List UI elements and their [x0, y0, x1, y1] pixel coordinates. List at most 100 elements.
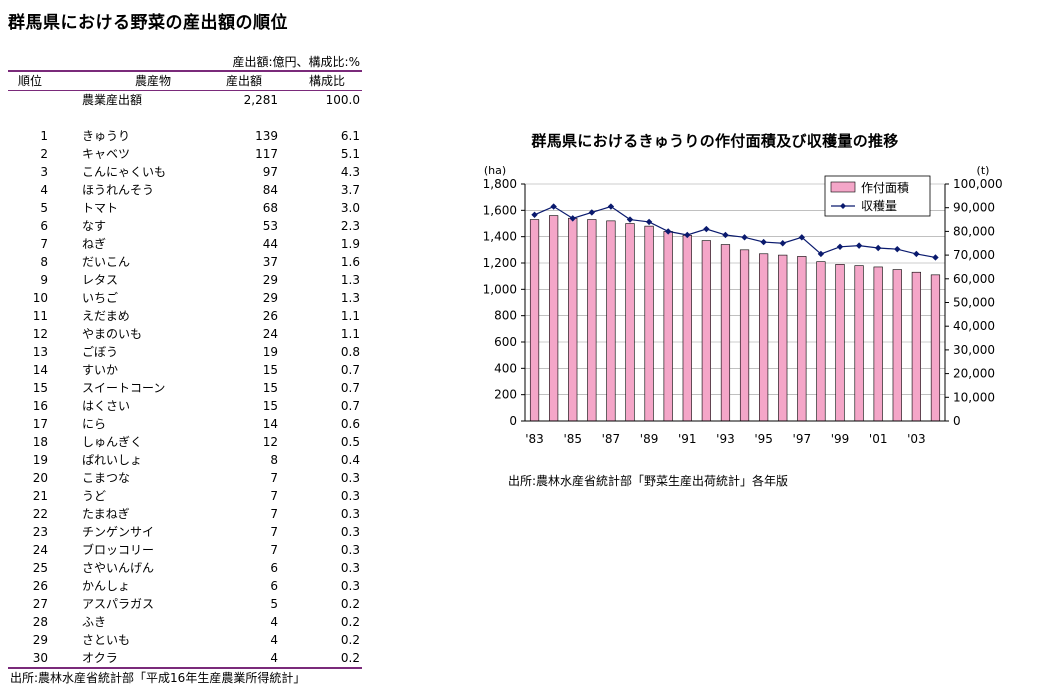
x-tick-label: '99 [831, 432, 850, 446]
chart-source: 出所:農林水産省統計部「野菜生産出荷統計」各年版 [508, 474, 789, 488]
amount-cell: 7 [270, 471, 278, 485]
table-row: 9 レタス 29 1.3 [8, 271, 362, 289]
table-row: 8 だいこん 37 1.6 [8, 253, 362, 271]
table-row: 30 オクラ 4 0.2 [8, 649, 362, 667]
product-cell: こまつな [82, 471, 131, 485]
table-row: 18 しゅんぎく 12 0.5 [8, 433, 362, 451]
harvest-point [913, 250, 920, 258]
share-cell: 0.3 [340, 561, 360, 575]
cucumber-chart: 0 200 400 600 800 1,000 1,200 1,400 1,600 1,800 0 1… [483, 164, 1003, 446]
total-amount: 2,281 [243, 93, 278, 107]
amount-cell: 29 [262, 291, 278, 305]
rank-cell: 3 [40, 165, 48, 179]
right-tick-label: 100,000 [953, 177, 1003, 191]
left-axis-unit: (ha) [484, 164, 506, 177]
amount-cell: 4 [270, 651, 278, 665]
harvest-point [894, 245, 901, 253]
share-cell: 0.3 [340, 579, 360, 593]
rank-cell: 16 [32, 399, 48, 413]
harvest-point [932, 254, 939, 261]
table-row: 26 かんしょ 6 0.3 [8, 577, 362, 595]
product-cell: アスパラガス [82, 597, 155, 611]
amount-cell: 7 [270, 507, 278, 521]
table-row: 11 えだまめ 26 1.1 [8, 307, 362, 325]
harvest-point [626, 216, 634, 223]
area-bar [529, 219, 540, 422]
amount-cell: 8 [270, 453, 278, 467]
product-cell: ぱれいしょ [82, 453, 143, 467]
share-cell: 0.3 [340, 489, 360, 503]
page-title: 群馬県における野菜の産出額の順位 [8, 13, 288, 33]
header-rank: 順位 [17, 74, 42, 88]
total-row: 農業産出額 2,281 100.0 [8, 91, 362, 109]
amount-cell: 6 [270, 561, 278, 575]
product-cell: かんしょ [82, 579, 131, 593]
x-tick-label: '85 [563, 432, 582, 446]
x-tick-label: '93 [716, 432, 735, 446]
amount-cell: 14 [262, 417, 278, 431]
right-tick-label: 50,000 [953, 296, 995, 310]
product-cell: トマト [82, 201, 119, 215]
table-row: 28 ふき 4 0.2 [8, 613, 362, 631]
area-bar [835, 264, 845, 422]
right-tick-label: 90,000 [953, 201, 995, 215]
x-tick-label: '89 [640, 432, 659, 446]
product-cell: チンゲンサイ [82, 525, 155, 539]
amount-cell: 117 [255, 147, 278, 161]
harvest-point [645, 218, 653, 226]
share-cell: 0.2 [340, 597, 360, 611]
share-cell: 0.3 [340, 543, 360, 557]
share-cell: 5.1 [340, 147, 360, 161]
product-cell: やまのいも [82, 327, 143, 341]
harvest-point [703, 225, 710, 233]
rank-cell: 26 [32, 579, 48, 593]
share-cell: 0.2 [340, 651, 360, 665]
table-row: 21 うど 7 0.3 [8, 487, 362, 505]
amount-cell: 97 [262, 165, 278, 179]
share-cell: 0.7 [340, 381, 360, 395]
share-cell: 0.4 [340, 453, 360, 467]
table-row: 6 なす 53 2.3 [8, 217, 362, 235]
product-cell: きゅうり [82, 129, 131, 143]
table-row: 15 スイートコーン 15 0.7 [8, 379, 362, 397]
product-cell: にら [82, 417, 107, 431]
harvest-point [874, 244, 882, 252]
legend-line-label: 収穫量 [861, 199, 897, 213]
product-cell: ごぼう [82, 345, 119, 359]
product-cell: さといも [82, 633, 131, 647]
amount-cell: 7 [270, 543, 278, 557]
x-tick-label: '91 [678, 432, 697, 446]
amount-cell: 53 [262, 219, 278, 233]
rank-cell: 9 [40, 273, 48, 287]
table-row: 2 キャベツ 117 5.1 [8, 145, 362, 163]
share-cell: 0.6 [340, 417, 360, 431]
area-bar [854, 265, 864, 422]
share-cell: 1.3 [340, 273, 360, 287]
product-cell: ふき [82, 615, 107, 629]
share-cell: 1.6 [340, 255, 360, 269]
product-cell: えだまめ [82, 309, 130, 323]
share-cell: 1.1 [340, 309, 360, 323]
harvest-point [550, 203, 557, 210]
right-tick-label: 10,000 [953, 390, 995, 404]
left-tick-label: 1,000 [483, 282, 517, 296]
rank-cell: 11 [32, 309, 48, 323]
product-cell: レタス [82, 273, 119, 287]
unit-note: 産出額:億円、構成比:% [232, 55, 361, 69]
right-tick-label: 20,000 [953, 367, 995, 381]
product-cell: すいか [82, 363, 119, 377]
area-bar [701, 240, 711, 422]
left-tick-label: 400 [494, 361, 517, 375]
share-cell: 6.1 [340, 129, 360, 143]
share-cell: 0.3 [340, 471, 360, 485]
rank-cell: 13 [32, 345, 48, 359]
table-top-rule [8, 70, 362, 72]
table-body: 1 きゅうり 139 6.1 2 キャベツ 117 5.1 3 こんにゃくいも 97 4.3 4 ほうれん… [8, 127, 362, 667]
share-cell: 0.7 [340, 399, 360, 413]
rank-cell: 29 [32, 633, 48, 647]
product-cell: ほうれんそう [82, 183, 155, 197]
harvest-point [741, 234, 748, 241]
harvest-point [855, 242, 863, 249]
table-row: 1 きゅうり 139 6.1 [8, 127, 362, 145]
vegetable-ranking-table: 産出額:億円、構成比:% 順位 農産物 産出額 構成比 農業産出額 2,281 … [8, 54, 362, 687]
